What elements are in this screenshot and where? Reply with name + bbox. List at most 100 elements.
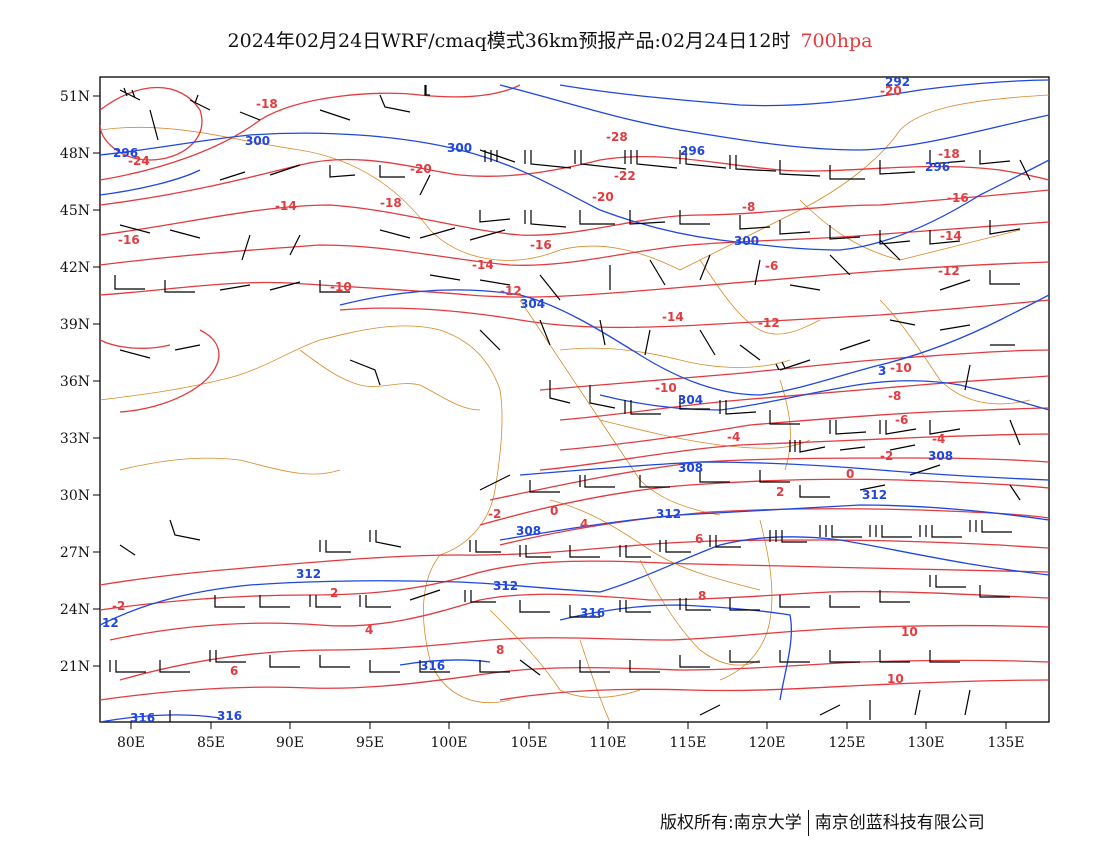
height-label: 296	[680, 144, 705, 158]
temp-label: 2	[776, 485, 784, 499]
temp-label: -4	[932, 432, 945, 446]
lat-label: 39N	[60, 317, 90, 333]
temp-label: -2	[488, 507, 501, 521]
temp-label: -20	[410, 162, 432, 176]
copyright-company: 南京创蓝科技有限公司	[814, 813, 985, 833]
latitude-axis: 51N 48N 45N 42N 39N 36N 33N 30N 27N 24N …	[60, 89, 100, 675]
temp-label: -22	[614, 169, 636, 183]
temperature-contours	[100, 84, 1049, 701]
lon-label: 85E	[197, 735, 225, 751]
lat-label: 45N	[60, 203, 90, 219]
lon-label: 100E	[431, 735, 468, 751]
temp-label: -8	[742, 200, 755, 214]
temp-label: 0	[846, 467, 854, 481]
height-label: 312	[493, 579, 518, 593]
wind-barbs	[109, 85, 1031, 722]
height-labels: 300 296 300 296 300 304 304 308 308 312 …	[102, 75, 953, 725]
temp-label: -18	[256, 97, 278, 111]
geographic-borders	[100, 94, 1049, 722]
map-title: 2024年02月24日WRF/cmaq模式36km预报产品:02月24日12时 7…	[0, 26, 1100, 53]
height-label: 316	[217, 709, 242, 723]
temp-label: -14	[472, 258, 494, 272]
temp-label: 6	[695, 532, 703, 546]
temp-label: -14	[940, 229, 962, 243]
temp-label: 8	[496, 643, 504, 657]
height-label: 300	[734, 234, 759, 248]
temp-label: -10	[655, 381, 677, 395]
temp-label: -24	[128, 154, 150, 168]
temp-label: -18	[938, 147, 960, 161]
height-label: 308	[678, 461, 703, 475]
height-label: 312	[862, 488, 887, 502]
temp-label: -2	[112, 599, 125, 613]
height-label: 316	[130, 711, 155, 725]
temp-label: 8	[698, 589, 706, 603]
lat-label: 42N	[60, 260, 90, 276]
lon-label: 105E	[511, 735, 548, 751]
copyright-footer: 版权所有:南京大学 南京创蓝科技有限公司	[660, 808, 985, 836]
temp-label: 4	[580, 517, 588, 531]
lat-label: 24N	[60, 602, 90, 618]
height-label: 292	[885, 75, 910, 89]
lon-label: 80E	[117, 735, 145, 751]
temp-label: 6	[230, 664, 238, 678]
temp-label: -14	[275, 199, 297, 213]
height-label: 296	[925, 160, 950, 174]
lon-label: 125E	[829, 735, 866, 751]
temp-label: -12	[500, 284, 522, 298]
temp-label: -16	[118, 233, 140, 247]
lon-label: 115E	[670, 735, 707, 751]
temp-label: -16	[530, 238, 552, 252]
height-label: 300	[245, 134, 270, 148]
height-label: 308	[516, 524, 541, 538]
temperature-labels: -18 -24 -20 -14 -16 -18 -20 -22 -28 -16 …	[112, 84, 969, 686]
height-label: 296	[113, 146, 138, 160]
height-label: 312	[296, 567, 321, 581]
lat-label: 33N	[60, 431, 90, 447]
temp-label: 10	[887, 672, 904, 686]
temp-label: -16	[947, 191, 969, 205]
temp-label: -18	[380, 196, 402, 210]
height-label: 316	[580, 606, 605, 620]
lat-label: 30N	[60, 488, 90, 504]
temp-label: -6	[765, 259, 778, 273]
lon-label: 130E	[908, 735, 945, 751]
height-label: 304	[678, 393, 703, 407]
temp-label: -10	[890, 361, 912, 375]
temp-label: -8	[888, 389, 901, 403]
temp-label: -12	[758, 316, 780, 330]
lon-label: 90E	[276, 735, 304, 751]
temp-label: 4	[365, 623, 373, 637]
temp-label: 0	[550, 504, 558, 518]
temp-label: -6	[895, 413, 908, 427]
lat-label: 51N	[60, 89, 90, 105]
temp-label: -10	[330, 280, 352, 294]
title-text: 2024年02月24日WRF/cmaq模式36km预报产品:02月24日12时	[227, 30, 791, 52]
height-label: 316	[420, 659, 445, 673]
lon-label: 110E	[590, 735, 627, 751]
lat-label: 48N	[60, 146, 90, 162]
lat-label: 21N	[60, 659, 90, 675]
pressure-level: 700hpa	[800, 30, 873, 52]
temp-label: -2	[880, 449, 893, 463]
temp-label: -20	[592, 190, 614, 204]
height-label: 312	[656, 507, 681, 521]
lon-label: 135E	[988, 735, 1025, 751]
temp-label: -12	[938, 264, 960, 278]
lat-label: 27N	[60, 545, 90, 561]
lon-label: 95E	[356, 735, 384, 751]
temp-label: -20	[880, 84, 902, 98]
temp-label: -4	[727, 430, 740, 444]
height-label: 12	[102, 616, 119, 630]
height-label: 300	[447, 141, 472, 155]
height-label: 304	[520, 297, 545, 311]
height-label: 3	[878, 364, 886, 378]
height-contours	[100, 79, 1049, 722]
height-label: 308	[928, 449, 953, 463]
plot-frame	[99, 76, 1050, 723]
copyright-university: 版权所有:南京大学	[660, 813, 802, 833]
lat-label: 36N	[60, 374, 90, 390]
longitude-axis: 80E 85E 90E 95E 100E 105E 110E 115E 120E…	[117, 722, 1025, 751]
temp-label: 2	[330, 586, 338, 600]
